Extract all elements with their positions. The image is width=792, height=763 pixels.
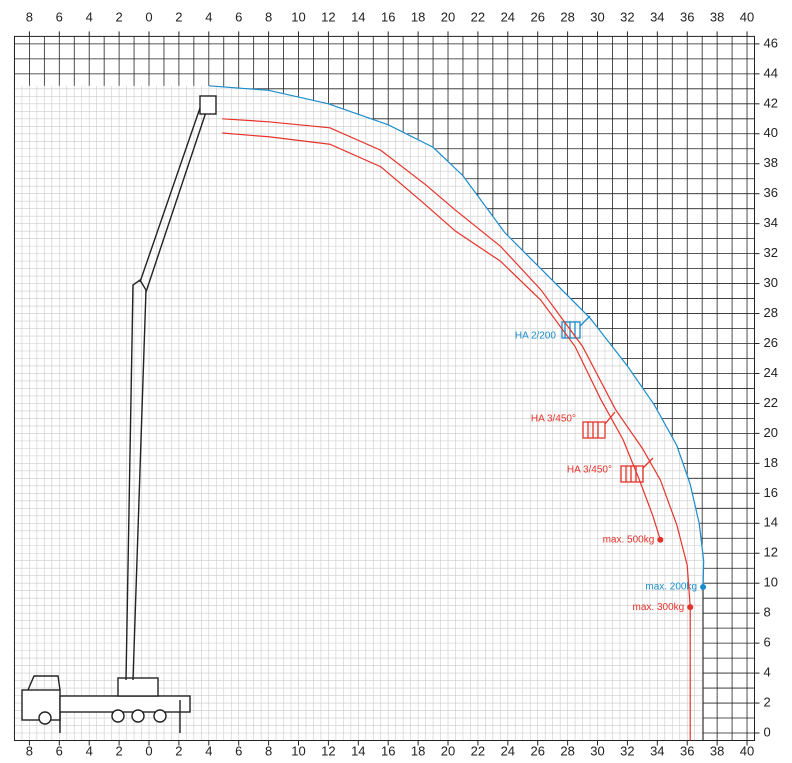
y-tick-label: 34	[764, 215, 778, 230]
y-tick-label: 2	[764, 694, 771, 709]
x-tick-label: 22	[471, 9, 485, 24]
end-point	[700, 583, 707, 590]
x-tick-label: 8	[26, 743, 33, 758]
x-tick-label: 2	[175, 743, 182, 758]
y-tick-label: 14	[764, 515, 778, 530]
plot-frame	[13, 35, 755, 741]
x-tick-label: 4	[86, 743, 93, 758]
x-tick-label: 2	[115, 743, 122, 758]
x-tick-label: 24	[501, 743, 515, 758]
y-tick-label: 24	[764, 365, 778, 380]
x-tick-label: 12	[321, 9, 335, 24]
y-tick-label: 10	[764, 575, 778, 590]
x-tick-label: 32	[620, 743, 634, 758]
x-tick-label: 14	[351, 9, 365, 24]
series-line	[208, 85, 705, 587]
y-tick-label: 8	[764, 605, 771, 620]
x-tick-label: 16	[381, 743, 395, 758]
x-tick-label: 18	[411, 9, 425, 24]
y-tick-label: 40	[764, 125, 778, 140]
x-tick-label: 8	[265, 743, 272, 758]
y-tick-label: 44	[764, 65, 778, 80]
y-tick-label: 0	[764, 724, 771, 739]
x-tick-label: 34	[650, 9, 664, 24]
x-tick-label: 26	[530, 9, 544, 24]
y-tick-label: 28	[764, 305, 778, 320]
y-tick-label: 46	[764, 35, 778, 50]
x-tick-label: 4	[86, 9, 93, 24]
y-tick-label: 38	[764, 155, 778, 170]
end-point	[657, 536, 664, 543]
x-tick-label: 12	[321, 743, 335, 758]
x-tick-label: 40	[740, 9, 754, 24]
x-tick-label: 2	[115, 9, 122, 24]
annotation: HA 3/450°	[567, 465, 612, 476]
y-tick-label: 20	[764, 425, 778, 440]
x-tick-label: 8	[265, 9, 272, 24]
x-tick-label: 28	[560, 9, 574, 24]
x-tick-label: 10	[291, 9, 305, 24]
x-tick-label: 30	[590, 9, 604, 24]
y-tick-label: 32	[764, 245, 778, 260]
y-tick-label: 26	[764, 335, 778, 350]
x-tick-label: 2	[175, 9, 182, 24]
x-tick-label: 16	[381, 9, 395, 24]
x-tick-label: 8	[26, 9, 33, 24]
annotation: HA 3/450°	[531, 414, 576, 425]
x-tick-label: 32	[620, 9, 634, 24]
x-tick-label: 0	[145, 743, 152, 758]
truck-drawing	[21, 95, 217, 733]
x-tick-label: 22	[471, 743, 485, 758]
y-tick-label: 16	[764, 485, 778, 500]
x-tick-label: 26	[530, 743, 544, 758]
y-tick-label: 22	[764, 395, 778, 410]
x-tick-label: 36	[680, 743, 694, 758]
x-tick-label: 4	[205, 9, 212, 24]
x-tick-label: 6	[56, 743, 63, 758]
x-tick-label: 18	[411, 743, 425, 758]
x-tick-label: 20	[441, 9, 455, 24]
x-tick-label: 6	[235, 743, 242, 758]
x-tick-label: 0	[145, 9, 152, 24]
end-label: max. 500kg	[603, 534, 655, 545]
x-tick-label: 10	[291, 743, 305, 758]
series-line	[222, 132, 661, 540]
x-tick-label: 14	[351, 743, 365, 758]
light-grid	[14, 85, 704, 741]
x-tick-label: 4	[205, 743, 212, 758]
x-tick-label: 34	[650, 743, 664, 758]
y-tick-label: 6	[764, 635, 771, 650]
y-tick-label: 18	[764, 455, 778, 470]
basket-icons	[561, 315, 654, 483]
end-label: max. 300kg	[633, 602, 685, 613]
end-label: max. 200kg	[645, 582, 697, 593]
x-tick-label: 6	[56, 9, 63, 24]
y-tick-label: 12	[764, 545, 778, 560]
x-tick-label: 6	[235, 9, 242, 24]
x-tick-label: 20	[441, 743, 455, 758]
x-tick-label: 40	[740, 743, 754, 758]
x-tick-label: 36	[680, 9, 694, 24]
x-tick-label: 30	[590, 743, 604, 758]
series-line	[222, 118, 691, 608]
x-tick-label: 38	[710, 743, 724, 758]
x-tick-label: 24	[501, 9, 515, 24]
x-tick-label: 28	[560, 743, 574, 758]
y-tick-label: 30	[764, 275, 778, 290]
end-point	[687, 604, 694, 611]
annotation: HA 2/200	[515, 331, 557, 342]
y-tick-label: 4	[764, 665, 771, 680]
x-tick-label: 38	[710, 9, 724, 24]
y-tick-label: 42	[764, 95, 778, 110]
y-tick-label: 36	[764, 185, 778, 200]
